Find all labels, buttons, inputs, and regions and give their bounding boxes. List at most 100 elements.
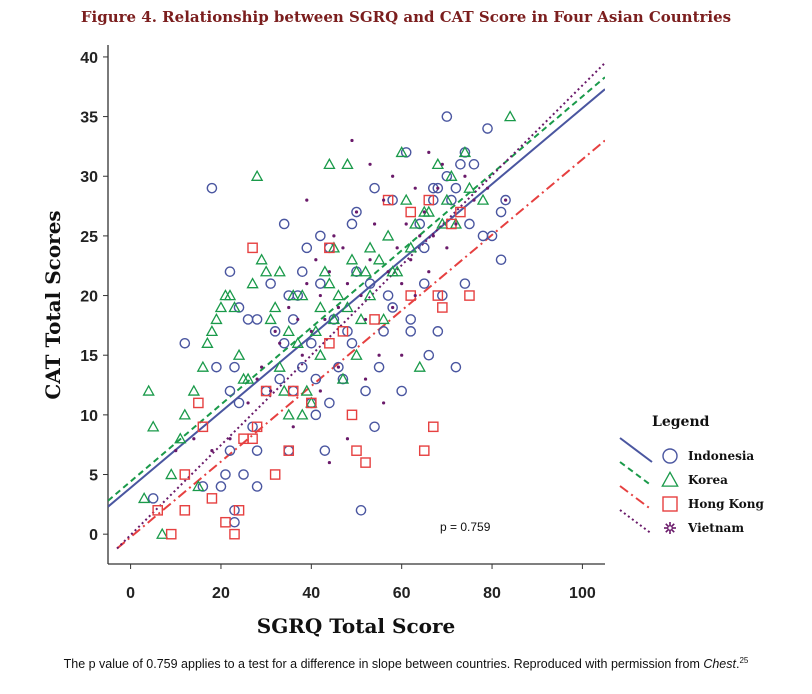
point-korea — [395, 145, 408, 158]
point-vietnam — [354, 210, 359, 214]
point-hong-kong — [324, 242, 335, 254]
point-hong-kong — [220, 516, 231, 528]
point-vietnam — [386, 270, 390, 274]
point-korea — [341, 157, 354, 170]
point-korea — [273, 265, 286, 277]
point-indonesia — [224, 385, 236, 397]
point-indonesia — [423, 349, 435, 361]
point-korea — [458, 145, 472, 158]
point-vietnam — [368, 258, 372, 262]
point-korea — [323, 277, 336, 289]
caption-text: The p value of 0.759 applies to a test f… — [63, 657, 704, 672]
point-korea — [174, 432, 187, 444]
data-points — [137, 110, 517, 540]
point-korea — [345, 253, 359, 265]
y-tick-label: 10 — [80, 408, 98, 425]
point-indonesia — [224, 445, 236, 456]
point-indonesia — [441, 111, 453, 122]
point-vietnam — [323, 317, 327, 322]
point-vietnam — [318, 293, 322, 298]
point-vietnam — [409, 258, 413, 262]
point-indonesia — [229, 361, 240, 373]
point-hong-kong — [179, 469, 191, 480]
point-indonesia — [346, 337, 358, 349]
x-ticks: 0 20 40 60 80 100 — [126, 564, 596, 602]
point-korea — [431, 157, 444, 170]
point-vietnam — [400, 282, 404, 286]
point-vietnam — [350, 138, 354, 143]
caption-source: Chest — [703, 657, 736, 672]
point-korea — [372, 253, 386, 265]
point-korea — [300, 384, 313, 396]
point-indonesia — [432, 326, 444, 337]
legend-label-korea: Korea — [688, 473, 728, 487]
point-korea — [327, 313, 341, 325]
point-indonesia — [373, 361, 385, 373]
y-tick-label: 25 — [80, 229, 98, 246]
legend: Legend Indonesia Korea Hong Kong Vietnam — [619, 414, 765, 535]
point-indonesia — [482, 123, 493, 134]
legend-marker-korea — [661, 470, 679, 487]
point-vietnam — [305, 282, 309, 286]
legend-marker-indonesia — [662, 448, 678, 464]
point-korea — [314, 348, 327, 360]
legend-label-indonesia: Indonesia — [688, 449, 754, 463]
point-korea — [142, 384, 155, 396]
point-korea — [463, 181, 476, 193]
x-tick-label: 60 — [393, 585, 411, 602]
point-indonesia — [274, 373, 285, 385]
point-korea — [287, 289, 300, 301]
point-vietnam — [382, 401, 386, 405]
point-vietnam — [404, 222, 408, 226]
point-vietnam — [440, 162, 444, 166]
point-korea — [282, 324, 295, 337]
y-ticks: 0 5 10 15 20 25 30 35 40 — [80, 50, 108, 544]
point-vietnam — [445, 246, 449, 250]
point-indonesia — [310, 409, 322, 421]
point-indonesia — [418, 242, 430, 254]
point-korea — [503, 110, 517, 122]
point-indonesia — [301, 242, 313, 254]
point-indonesia — [369, 421, 380, 433]
point-vietnam — [336, 305, 341, 310]
point-vietnam — [300, 353, 304, 357]
point-vietnam — [359, 293, 363, 298]
point-korea — [178, 408, 191, 420]
point-vietnam — [422, 210, 426, 214]
legend-line-hong-kong — [619, 485, 653, 511]
point-korea — [314, 301, 327, 313]
figure-caption: The p value of 0.759 applies to a test f… — [12, 652, 800, 673]
point-vietnam — [436, 186, 440, 190]
point-indonesia — [229, 516, 240, 528]
point-indonesia — [378, 326, 389, 337]
point-indonesia — [179, 337, 191, 349]
legend-title: Legend — [652, 414, 710, 430]
caption-period: . — [735, 657, 740, 672]
point-vietnam — [372, 222, 377, 226]
point-hong-kong — [251, 421, 263, 433]
point-hong-kong — [437, 302, 448, 313]
point-indonesia — [233, 397, 245, 409]
point-korea — [413, 360, 426, 372]
figure-title: Figure 4. Relationship between SGRQ and … — [80, 8, 732, 26]
point-vietnam — [472, 198, 476, 202]
point-vietnam — [345, 282, 350, 286]
legend-marker-vietnam — [664, 522, 676, 534]
x-tick-label: 100 — [569, 585, 596, 602]
point-indonesia — [296, 266, 308, 277]
point-hong-kong — [423, 194, 435, 206]
y-axis-label: CAT Total Scores — [41, 210, 65, 399]
legend-marker-hong-kong — [662, 496, 678, 512]
point-korea — [147, 420, 160, 432]
point-hong-kong — [179, 505, 191, 516]
y-tick-label: 35 — [80, 110, 98, 127]
point-indonesia — [369, 182, 380, 194]
point-indonesia — [251, 314, 263, 325]
point-korea — [318, 265, 332, 277]
point-indonesia — [269, 326, 281, 337]
point-korea — [309, 324, 323, 337]
point-vietnam — [485, 186, 490, 190]
point-vietnam — [296, 317, 300, 322]
x-axis-label: SGRQ Total Score — [257, 614, 455, 638]
point-korea — [232, 348, 246, 360]
